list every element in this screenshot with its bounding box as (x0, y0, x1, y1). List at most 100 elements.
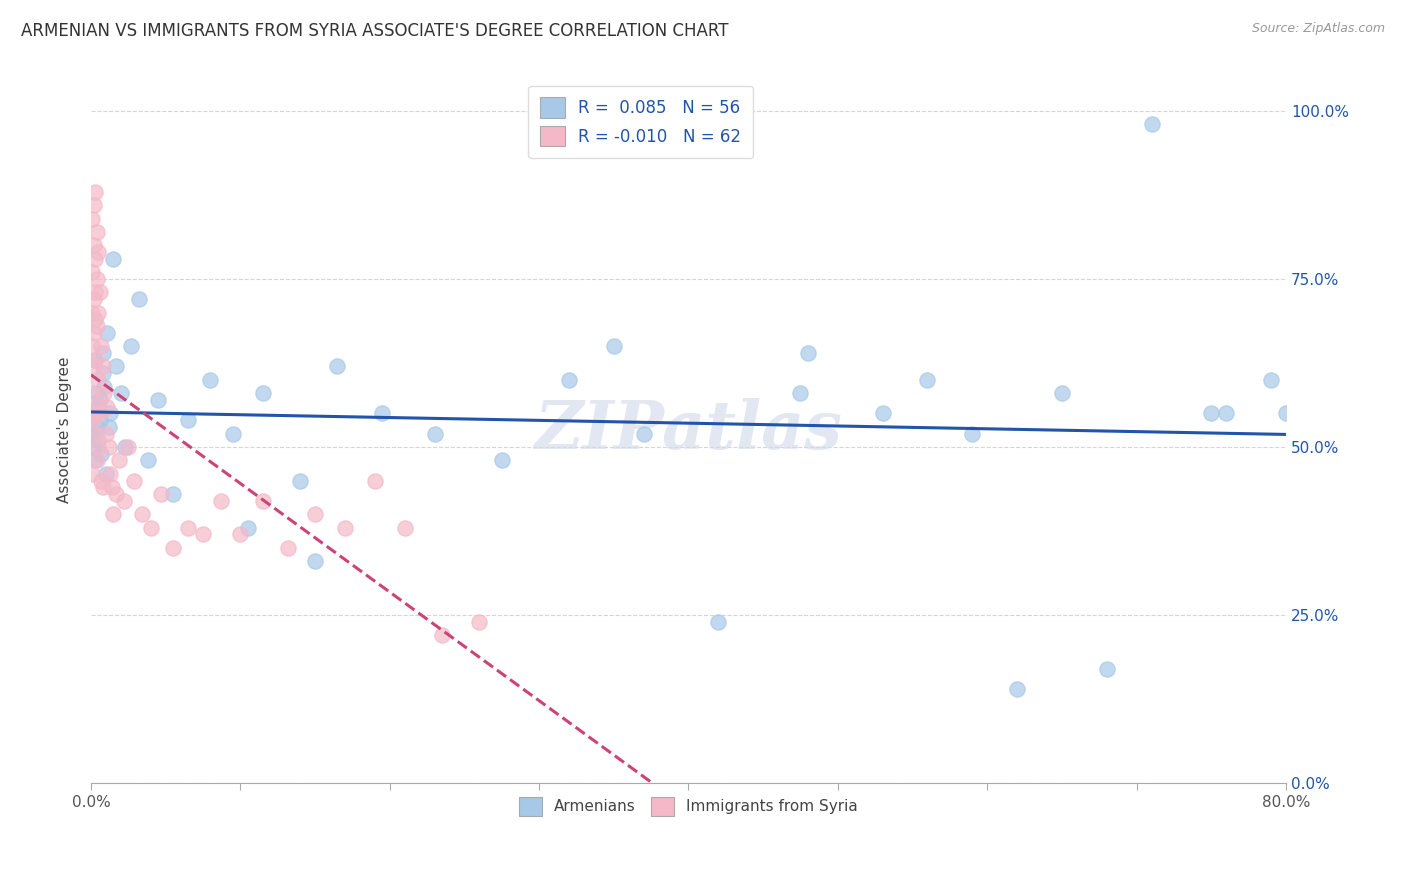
Text: ARMENIAN VS IMMIGRANTS FROM SYRIA ASSOCIATE'S DEGREE CORRELATION CHART: ARMENIAN VS IMMIGRANTS FROM SYRIA ASSOCI… (21, 22, 728, 40)
Point (162, 487, 184, 501)
Point (371, 406, 394, 420)
Legend: Armenians, Immigrants from Syria: Armenians, Immigrants from Syria (510, 788, 868, 825)
Point (96, 400, 118, 414)
Point (91, 480, 114, 494)
Point (1260, 373, 1282, 387)
Point (90, 339, 112, 353)
Point (1005, 681, 1028, 696)
Point (288, 474, 311, 488)
Point (83, 198, 105, 212)
Point (84, 352, 107, 367)
Point (1050, 386, 1073, 401)
Point (86, 420, 108, 434)
Point (872, 406, 894, 420)
Point (94, 426, 117, 441)
Point (93, 379, 115, 393)
Point (236, 521, 259, 535)
Point (98, 467, 121, 481)
Point (86, 225, 108, 239)
Point (108, 453, 131, 467)
Point (83, 406, 105, 420)
Point (89, 285, 111, 300)
Point (162, 541, 184, 555)
Point (90, 447, 112, 461)
Point (97, 420, 120, 434)
Point (326, 359, 349, 374)
Point (150, 487, 173, 501)
Point (82, 386, 104, 401)
Point (110, 386, 132, 401)
Point (707, 615, 730, 629)
Point (96, 326, 118, 340)
Point (120, 339, 142, 353)
Point (83, 406, 105, 420)
Point (128, 292, 150, 306)
Point (1215, 406, 1237, 420)
Point (91, 366, 114, 380)
Point (430, 628, 453, 642)
Point (789, 386, 811, 401)
Point (191, 527, 214, 541)
Point (82, 265, 104, 279)
Point (1140, 118, 1163, 132)
Point (122, 474, 145, 488)
Point (84, 453, 107, 467)
Point (1201, 406, 1223, 420)
Point (83, 440, 105, 454)
Point (252, 386, 274, 401)
Point (252, 493, 274, 508)
Point (364, 474, 387, 488)
Y-axis label: Associate's Degree: Associate's Degree (58, 357, 72, 503)
Point (98, 406, 121, 420)
Point (114, 440, 136, 454)
Point (103, 508, 125, 522)
Point (394, 521, 416, 535)
Point (82, 305, 104, 319)
Point (229, 527, 252, 541)
Point (84, 312, 107, 326)
Point (87, 373, 110, 387)
Point (83, 238, 105, 252)
Point (90, 474, 112, 488)
Point (304, 554, 326, 568)
Point (139, 521, 162, 535)
Point (633, 426, 655, 441)
Point (797, 346, 820, 360)
Point (1275, 406, 1298, 420)
Point (91, 359, 114, 374)
Point (558, 373, 581, 387)
Point (917, 373, 939, 387)
Point (146, 392, 169, 407)
Text: ZIPatlas: ZIPatlas (534, 398, 842, 463)
Point (84, 185, 107, 199)
Point (177, 413, 200, 427)
Point (200, 373, 222, 387)
Point (86, 400, 108, 414)
Point (84, 426, 107, 441)
Point (83, 326, 105, 340)
Point (117, 440, 139, 454)
Point (84, 352, 107, 367)
Point (136, 453, 159, 467)
Point (83, 292, 105, 306)
Point (603, 339, 626, 353)
Point (89, 406, 111, 420)
Point (131, 508, 153, 522)
Point (87, 245, 110, 260)
Point (304, 508, 326, 522)
Point (86, 386, 108, 401)
Point (209, 493, 232, 508)
Point (83, 359, 105, 374)
Point (84, 252, 107, 266)
Point (491, 453, 513, 467)
Point (86, 453, 108, 467)
Point (94, 467, 117, 481)
Point (86, 319, 108, 334)
Point (82, 467, 104, 481)
Point (277, 541, 299, 555)
Point (112, 493, 135, 508)
Text: Source: ZipAtlas.com: Source: ZipAtlas.com (1251, 22, 1385, 36)
Point (333, 521, 356, 535)
Point (423, 426, 446, 441)
Point (93, 386, 115, 401)
